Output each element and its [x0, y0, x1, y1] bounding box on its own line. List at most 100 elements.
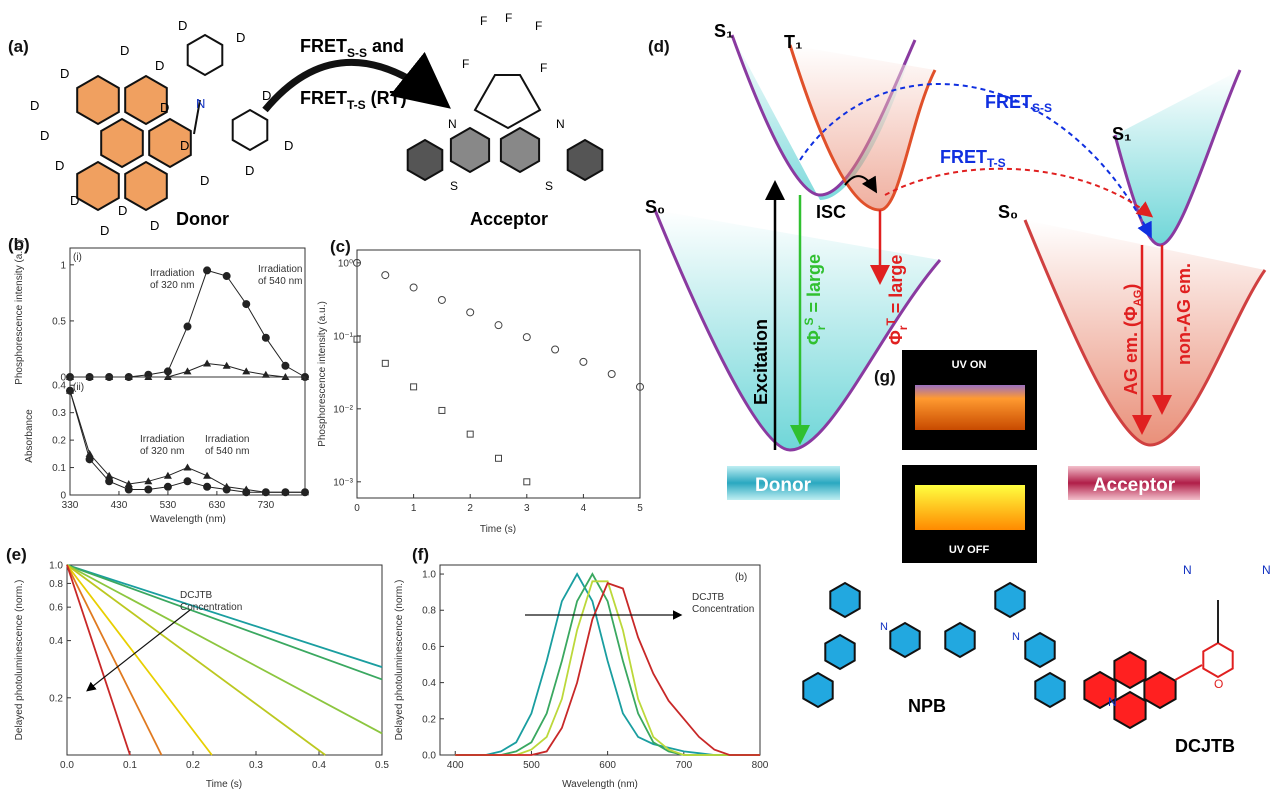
y-tick-label: 0.0 [422, 751, 436, 762]
marker [164, 472, 172, 479]
atom-label: N [556, 117, 565, 131]
marker [524, 479, 530, 485]
y-axis-label: Absorbance [24, 409, 35, 463]
marker [125, 486, 132, 493]
annotation: Irradiation [140, 434, 184, 445]
x-tick-label: 600 [599, 760, 616, 771]
x-axis-label: Wavelength (nm) [150, 514, 226, 525]
atom-label: D [180, 138, 189, 153]
y-tick-label: 10⁻² [333, 404, 353, 415]
x-tick-label: 500 [523, 760, 540, 771]
atom-label: D [236, 30, 245, 45]
atom-label: O [1214, 677, 1223, 691]
y-tick-label: 0.3 [52, 408, 66, 419]
x-tick-label: 330 [62, 500, 79, 511]
fret-sub: T-S [347, 98, 366, 112]
molecule-label: DCJTB [1175, 736, 1235, 756]
x-tick-label: 3 [524, 503, 530, 514]
marker [410, 284, 417, 291]
marker [184, 367, 192, 374]
y-tick-label: 0.5 [52, 316, 66, 327]
marker [203, 472, 211, 479]
atom-label: D [245, 163, 254, 178]
marker [496, 455, 502, 461]
atom-label: D [118, 203, 127, 218]
marker [382, 272, 389, 279]
atom-label: D [160, 100, 169, 115]
non-ag-label: non-AG em. [1174, 263, 1194, 365]
panel-label: (g) [874, 367, 896, 386]
phi-sub: r [896, 325, 910, 330]
y-tick-label: 0.4 [422, 678, 436, 689]
phi-sub: r [814, 325, 828, 330]
ring [995, 583, 1024, 617]
x-tick-label: 630 [209, 500, 226, 511]
marker [184, 478, 191, 485]
ring [825, 635, 854, 669]
bond [1175, 665, 1202, 680]
donor-label: Donor [176, 209, 229, 229]
atom-label: S [450, 179, 458, 193]
marker [411, 384, 417, 390]
phi-tail: = large [886, 255, 906, 319]
marker [145, 486, 152, 493]
atom-label: N [1108, 695, 1117, 709]
ring [890, 623, 919, 657]
series-line [67, 565, 382, 679]
fret-sub: T-S [987, 156, 1006, 170]
annotation: DCJTB [692, 592, 725, 603]
phi-sup: S [802, 318, 816, 326]
annotation: Irradiation [205, 434, 249, 445]
x-tick-label: 5 [637, 503, 643, 514]
panel-label: (c) [330, 237, 351, 256]
ring [945, 623, 974, 657]
fret-label: FRETS-S [985, 92, 1052, 115]
ring [101, 119, 143, 167]
y-tick-label: 0.4 [49, 636, 63, 647]
x-axis-label: Wavelength (nm) [562, 779, 638, 790]
ag-sub: AG [1132, 290, 1144, 307]
atom-label: S [545, 179, 553, 193]
atom-label: F [480, 14, 487, 28]
marker [164, 483, 171, 490]
y-tick-label: 0.2 [52, 436, 66, 447]
annotation: of 540 nm [205, 446, 249, 457]
acceptor-s1-curve [1115, 70, 1240, 245]
state-label: S₀ [998, 202, 1018, 222]
y-tick-label: 0.6 [49, 603, 63, 614]
annotation: Concentration [180, 602, 242, 613]
atom-label: D [55, 158, 64, 173]
annotation-arrow [88, 610, 190, 690]
uv-label: UV OFF [949, 544, 990, 556]
annotation: Irradiation [150, 268, 194, 279]
atom-label: N [1183, 563, 1192, 577]
acceptor-s0-curve [1025, 220, 1265, 445]
atom-label: F [462, 57, 469, 71]
marker [184, 323, 191, 330]
y-tick-label: 0.1 [52, 463, 66, 474]
marker [184, 464, 192, 471]
ring [1035, 673, 1064, 707]
x-tick-label: 430 [111, 500, 128, 511]
marker [467, 309, 474, 316]
marker [223, 273, 230, 280]
phi-symbol: Φ [804, 330, 824, 345]
x-tick-label: 730 [257, 500, 274, 511]
atom-label: D [30, 98, 39, 113]
x-tick-label: 0.4 [312, 760, 326, 771]
marker [467, 431, 473, 437]
marker [243, 301, 250, 308]
y-axis-label: Phosphorescence intensity (a.u.) [14, 239, 25, 385]
ring [1203, 643, 1232, 677]
x-axis-label: Time (s) [206, 779, 242, 790]
fret-main: FRET [300, 36, 347, 56]
series-line [70, 391, 305, 493]
ag-tail: ) [1121, 284, 1141, 290]
x-tick-label: 700 [675, 760, 692, 771]
y-tick-label: 0.6 [422, 642, 436, 653]
y-tick-label: 10⁰ [338, 258, 353, 269]
ring [125, 162, 167, 210]
marker [438, 296, 445, 303]
sub-label: (ii) [73, 382, 84, 393]
phi-symbol: Φ [886, 330, 906, 345]
